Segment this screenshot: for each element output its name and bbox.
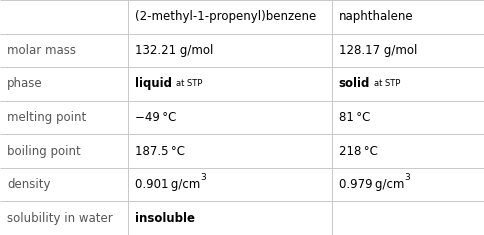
Text: −49 °C: −49 °C: [135, 111, 177, 124]
Text: liquid: liquid: [135, 77, 172, 90]
Text: 128.17 g/mol: 128.17 g/mol: [338, 44, 417, 57]
Text: at STP: at STP: [176, 79, 203, 88]
Text: 81 °C: 81 °C: [338, 111, 370, 124]
Text: boiling point: boiling point: [7, 145, 81, 158]
Text: (2-methyl-1-propenyl)benzene: (2-methyl-1-propenyl)benzene: [135, 10, 317, 23]
Text: molar mass: molar mass: [7, 44, 76, 57]
Text: 187.5 °C: 187.5 °C: [135, 145, 185, 158]
Text: 0.979 g/cm: 0.979 g/cm: [338, 178, 404, 191]
Text: solubility in water: solubility in water: [7, 212, 113, 225]
Text: 132.21 g/mol: 132.21 g/mol: [135, 44, 213, 57]
Text: solid: solid: [338, 77, 370, 90]
Text: 0.901 g/cm: 0.901 g/cm: [135, 178, 200, 191]
Text: 3: 3: [200, 173, 206, 182]
Text: at STP: at STP: [374, 79, 400, 88]
Text: naphthalene: naphthalene: [338, 10, 413, 23]
Text: phase: phase: [7, 77, 43, 90]
Text: insoluble: insoluble: [135, 212, 195, 225]
Text: 218 °C: 218 °C: [338, 145, 378, 158]
Text: melting point: melting point: [7, 111, 86, 124]
Text: 3: 3: [404, 173, 409, 182]
Text: density: density: [7, 178, 50, 191]
